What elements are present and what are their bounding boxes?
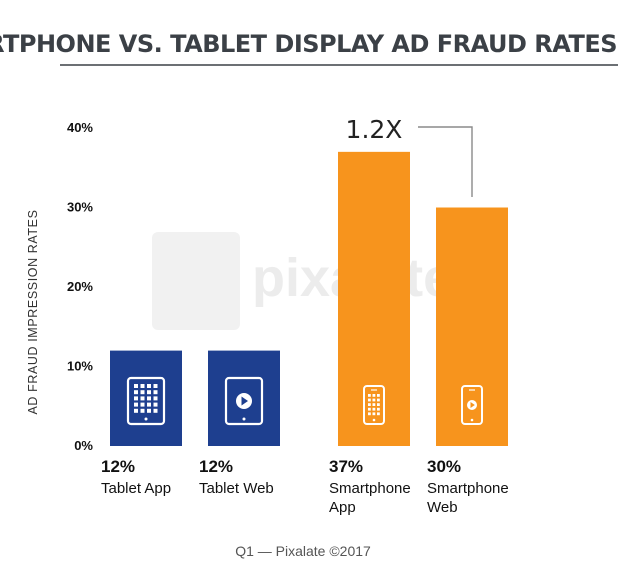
bar-value-label: 12% (199, 457, 233, 476)
tablet-app-grid-icon (126, 376, 166, 426)
bar-value-label: 30% (427, 457, 461, 476)
y-axis-label: AD FRAUD IMPRESSION RATES (26, 209, 40, 414)
category-label-line2: Web (427, 499, 458, 516)
y-tick-label: 20% (67, 279, 93, 294)
category-label: Tablet App (101, 480, 171, 497)
smartphone-play-icon (461, 385, 483, 425)
tablet-play-icon (224, 376, 264, 426)
bar (338, 151, 410, 446)
category-label-line2: App (329, 499, 356, 516)
ratio-annotation: 1.2X (346, 115, 473, 197)
bar (436, 207, 508, 446)
source-note: Q1 — Pixalate ©2017 (235, 543, 371, 559)
bars (110, 151, 508, 446)
chart-title: SMARTPHONE VS. TABLET DISPLAY AD FRAUD R… (0, 30, 617, 58)
y-tick-label: 40% (67, 120, 93, 135)
watermark-logo-icon (152, 232, 240, 330)
y-ticks: 0% 10% 20% 30% 40% (67, 120, 93, 453)
category-label: Smartphone (427, 480, 509, 497)
category-label: Smartphone (329, 480, 411, 497)
bar-value-label: 12% (101, 457, 135, 476)
bar-labels: 12% Tablet App 12% Tablet Web 37% Smartphone A… (101, 457, 509, 516)
annotation-text: 1.2X (346, 115, 403, 144)
smartphone-app-grid-icon (363, 385, 385, 425)
bar (110, 350, 182, 446)
category-label: Tablet Web (199, 480, 274, 497)
annotation-bracket (418, 126, 473, 197)
bar-value-label: 37% (329, 457, 363, 476)
y-tick-label: 10% (67, 359, 93, 374)
y-tick-label: 0% (74, 438, 93, 453)
y-tick-label: 30% (67, 200, 93, 215)
